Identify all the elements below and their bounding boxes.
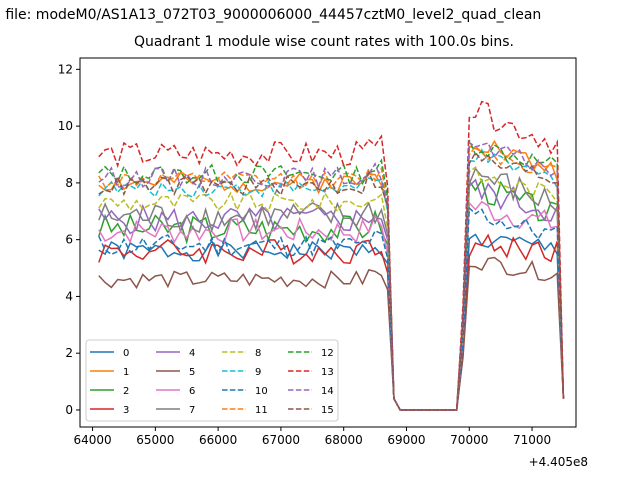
series-line-13	[98, 100, 565, 411]
series-line-6	[98, 200, 565, 411]
legend-label: 6	[189, 386, 195, 397]
legend-label: 12	[321, 348, 334, 359]
legend-label: 13	[321, 367, 334, 378]
x-tick-label: 71000	[513, 433, 551, 447]
y-tick-label: 0	[65, 403, 73, 417]
series-line-5	[98, 256, 565, 411]
y-tick-label: 6	[65, 233, 73, 247]
y-axis: 0 2 4 6 8 10 12	[58, 62, 80, 417]
series-line-4	[98, 178, 565, 411]
x-tick-label: 68000	[325, 433, 363, 447]
x-tick-label: 67000	[262, 433, 300, 447]
series-line-3	[98, 233, 565, 411]
x-tick-label: 65000	[136, 433, 174, 447]
series-line-10	[98, 206, 565, 411]
axes-frame	[79, 57, 577, 428]
x-tick-label: 64000	[73, 433, 111, 447]
series-line-8	[98, 166, 565, 411]
legend-label: 15	[321, 405, 334, 416]
series-line-7	[98, 167, 565, 411]
legend-label: 11	[255, 405, 268, 416]
legend-label: 0	[123, 348, 129, 359]
plot-lines	[98, 100, 565, 411]
y-tick-label: 10	[58, 119, 73, 133]
legend-box	[85, 339, 339, 422]
chart-title: Quadrant 1 module wise count rates with …	[134, 34, 514, 50]
legend-label: 4	[189, 348, 195, 359]
y-tick-label: 2	[65, 346, 73, 360]
legend-label: 1	[123, 367, 129, 378]
y-tick-label: 12	[58, 62, 73, 76]
x-offset-label: +4.405e8	[529, 455, 588, 469]
legend-label: 8	[255, 348, 261, 359]
y-tick-label: 4	[65, 289, 73, 303]
series-line-11	[98, 145, 565, 411]
x-tick-label: 69000	[387, 433, 425, 447]
x-axis: 64000 65000 66000 67000 68000 69000 70000 71000	[73, 427, 551, 447]
legend-label: 3	[123, 405, 129, 416]
series-line-15	[98, 151, 565, 411]
series-line-0	[98, 233, 565, 411]
legend-label: 9	[255, 367, 261, 378]
series-line-14	[98, 141, 565, 411]
legend-label: 14	[321, 386, 334, 397]
legend-label: 7	[189, 405, 195, 416]
x-tick-label: 66000	[199, 433, 237, 447]
series-line-2	[98, 178, 565, 411]
x-tick-label: 70000	[450, 433, 488, 447]
y-tick-label: 8	[65, 176, 73, 190]
figure-suptitle: n file: modeM0/AS1A13_072T03_9000006000_…	[0, 0, 640, 30]
legend-label: 2	[123, 386, 129, 397]
legend-label: 5	[189, 367, 195, 378]
legend-label: 10	[255, 386, 268, 397]
series-line-9	[98, 148, 565, 411]
suptitle-text: n file: modeM0/AS1A13_072T03_9000006000_…	[0, 7, 542, 23]
